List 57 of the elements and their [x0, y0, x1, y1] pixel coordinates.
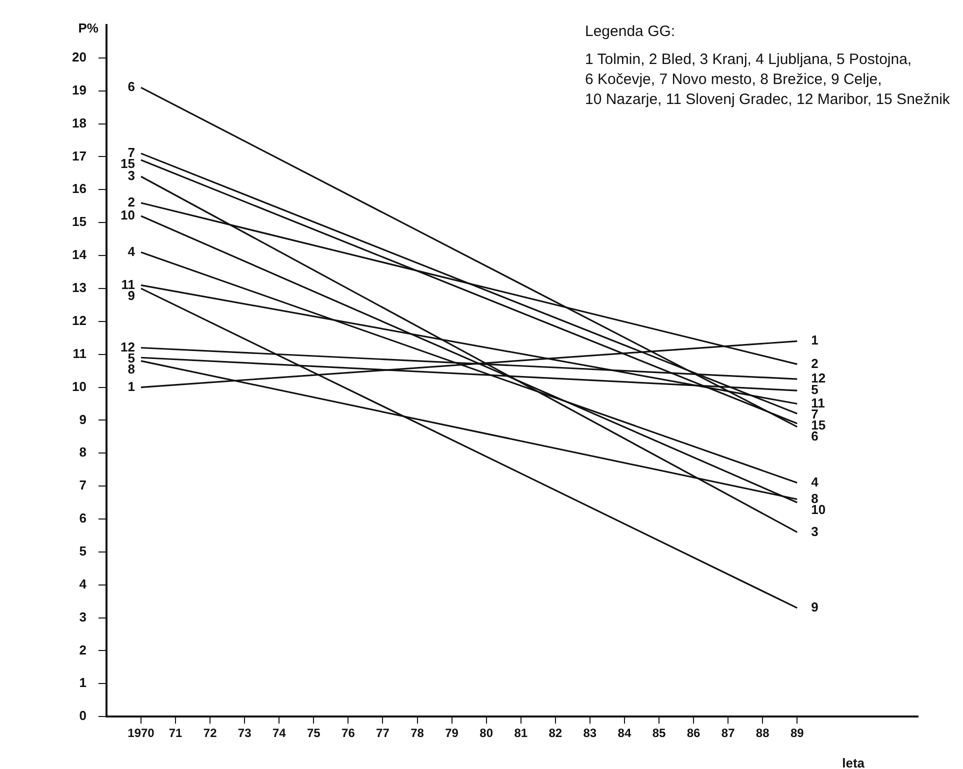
- series-label: 10: [120, 208, 135, 223]
- y-tick-label: 17: [72, 148, 86, 164]
- x-tick-label: 74: [272, 726, 286, 740]
- annotation: Legenda GG:: [585, 22, 676, 42]
- x-tick-label: 81: [514, 726, 528, 740]
- y-axis-title: P%: [78, 20, 99, 36]
- x-tick-label: 71: [168, 726, 183, 740]
- y-tick-label: 19: [72, 82, 86, 98]
- x-tick-label: 72: [203, 726, 218, 740]
- y-tick-label: 9: [79, 412, 86, 427]
- y-tick-label: 1: [79, 675, 86, 690]
- x-tick-label: 82: [548, 726, 562, 740]
- y-tick-label: 12: [72, 312, 86, 328]
- x-tick-label: 86: [686, 726, 701, 740]
- x-tick-label: 77: [376, 726, 390, 740]
- text: 8: [811, 490, 818, 506]
- y-tick-label: 11: [72, 346, 86, 361]
- x-tick-label: 89: [790, 726, 804, 740]
- series-label: 2: [128, 194, 135, 210]
- series-label: 6: [128, 79, 135, 94]
- x-tick-label: 76: [342, 726, 356, 740]
- x-tick-label: 75: [306, 726, 321, 740]
- y-tick-label: 13: [72, 280, 86, 296]
- y-tick-label: 0: [79, 708, 86, 724]
- x-tick-label: 88: [756, 726, 770, 740]
- x-tick-label: 87: [721, 726, 736, 740]
- text: 3: [811, 524, 818, 539]
- x-tick-label: 84: [618, 726, 632, 740]
- y-tick-label: 15: [72, 214, 86, 230]
- y-tick-label: 7: [79, 478, 86, 493]
- x-tick-label: 85: [652, 726, 666, 740]
- annotation: 6 Kočevje, 7 Novo mesto, 8 Brežice, 9 Celje,: [585, 70, 883, 90]
- y-tick-label: 14: [72, 247, 88, 262]
- annotation: 10 Nazarje, 11 Slovenj Gradec, 12 Maribor, 15 Snežnik: [585, 90, 950, 110]
- text: 9: [811, 600, 818, 614]
- y-tick-label: 3: [79, 609, 86, 624]
- y-tick-label: 18: [72, 115, 86, 130]
- x-tick-label: 1970: [128, 726, 155, 740]
- x-tick-label: 78: [410, 726, 424, 740]
- y-tick-label: 5: [79, 544, 86, 559]
- y-tick-label: 8: [79, 444, 86, 460]
- y-tick-label: 16: [72, 181, 86, 196]
- series-label: 1: [128, 378, 135, 394]
- x-tick-label: 83: [583, 726, 597, 740]
- x-tick-label: 73: [238, 726, 252, 740]
- annotation: 1 Tolmin, 2 Bled, 3 Kranj, 4 Ljubljana, 5 Postojna,: [585, 50, 913, 70]
- x-tick-label: 79: [445, 726, 459, 740]
- x-axis-title: leta: [842, 756, 866, 769]
- text: 12: [811, 332, 818, 371]
- y-tick-label: 2: [79, 642, 86, 658]
- x-tick-label: 80: [480, 726, 494, 740]
- y-tick-label: 10: [72, 378, 86, 394]
- series-label: 4: [128, 244, 136, 259]
- text: 4: [811, 474, 818, 490]
- y-tick-label: 6: [79, 510, 86, 526]
- y-tick-label: 4: [79, 576, 88, 592]
- y-tick-label: 20: [72, 50, 86, 65]
